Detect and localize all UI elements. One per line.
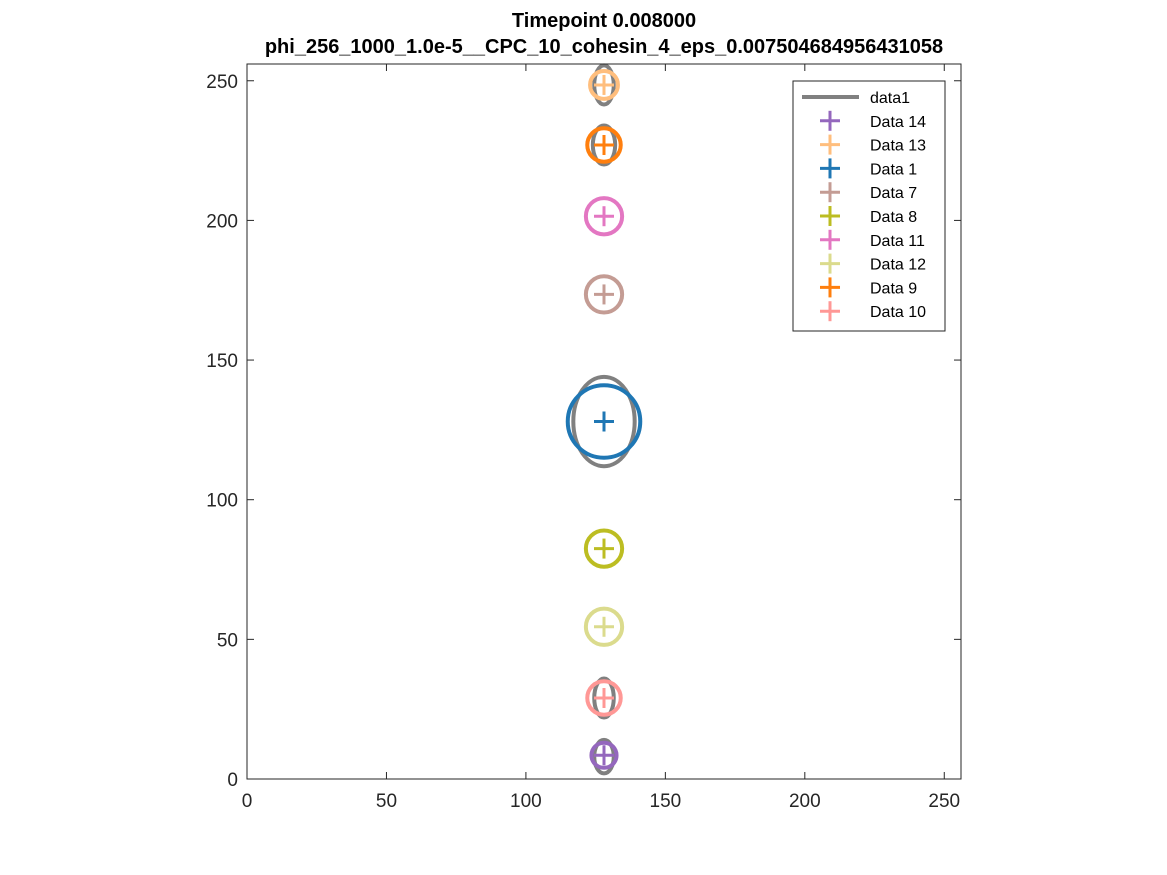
legend-label: Data 9 xyxy=(870,280,917,297)
legend-label: Data 13 xyxy=(870,138,926,155)
legend-box xyxy=(792,80,946,332)
x-tick-label: 100 xyxy=(510,791,542,812)
axes-box xyxy=(246,63,962,780)
contour-ellipse xyxy=(590,123,618,167)
data-circle xyxy=(583,606,625,647)
data-circle xyxy=(589,740,619,770)
x-tick-label: 200 xyxy=(789,791,821,812)
y-tick-label: 250 xyxy=(206,72,238,93)
y-tick-label: 50 xyxy=(217,630,238,651)
data-circle xyxy=(585,679,623,717)
data-circle xyxy=(583,528,625,569)
y-tick-label: 200 xyxy=(206,211,238,232)
legend-label: Data 8 xyxy=(870,209,917,226)
y-tick-label: 100 xyxy=(206,491,238,512)
title-block: Timepoint 0.008000 phi_256_1000_1.0e-5__… xyxy=(0,8,1167,60)
legend-label: Data 7 xyxy=(870,185,917,202)
y-tick-label: 150 xyxy=(206,351,238,372)
data-circle xyxy=(583,274,625,315)
contour-ellipse xyxy=(571,374,637,469)
x-tick-label: 50 xyxy=(376,791,397,812)
chart-title: Timepoint 0.008000 xyxy=(511,10,697,32)
x-tick-label: 0 xyxy=(242,791,253,812)
legend-label: Data 14 xyxy=(870,114,926,131)
markers-layer xyxy=(565,69,643,770)
axes-layer: 0 50 100 150 200 250 0 50 100 150 200 250 xyxy=(206,63,962,812)
legend-label: Data 10 xyxy=(870,304,926,321)
legend: data1 Data 14 Data 13 Data 1 Data 7 Data 8 Dat… xyxy=(792,80,946,332)
legend-label: Data 1 xyxy=(870,161,917,178)
data-circle xyxy=(588,69,620,101)
data-circle xyxy=(583,196,625,237)
x-tick-label: 250 xyxy=(928,791,960,812)
legend-label: Data 11 xyxy=(870,233,925,250)
x-tick-label: 150 xyxy=(650,791,682,812)
legend-label: Data 12 xyxy=(870,257,926,274)
legend-label: data1 xyxy=(870,90,910,107)
y-tick-label: 0 xyxy=(227,770,238,791)
data-circle xyxy=(565,383,643,460)
data-circle xyxy=(585,126,623,164)
chart-subtitle: phi_256_1000_1.0e-5__CPC_10_cohesin_4_ep… xyxy=(264,36,944,58)
